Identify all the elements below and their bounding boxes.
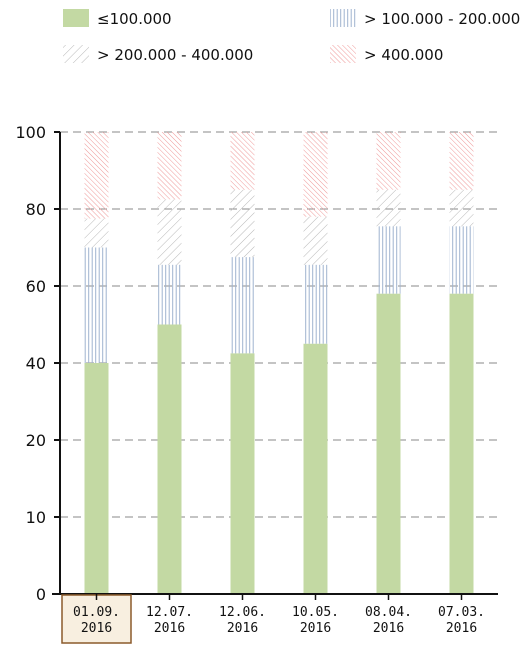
bar-segment — [230, 189, 255, 258]
bar-segment — [230, 353, 255, 594]
legend-label: > 100.000 - 200.000 — [364, 10, 520, 28]
y-tick-label: 60 — [26, 277, 46, 296]
bar-segment — [157, 264, 182, 325]
bar-segment — [303, 264, 328, 344]
bar-segment — [376, 226, 401, 294]
bar-segment — [449, 293, 474, 594]
y-tick-label: 20 — [26, 431, 46, 450]
bar-segment — [84, 363, 109, 594]
x-tick-label[interactable]: 12.07. — [146, 605, 193, 620]
bar-segment — [84, 247, 109, 363]
y-tick-label: 100 — [15, 123, 46, 142]
legend-label: > 200.000 - 400.000 — [97, 46, 253, 64]
bar-segment — [230, 132, 255, 190]
x-tick-label[interactable]: 01.09. — [73, 605, 120, 620]
bar-segment — [303, 132, 328, 217]
x-tick-label[interactable]: 2016 — [227, 621, 258, 636]
legend-swatch — [330, 9, 356, 27]
legend-label: > 400.000 — [364, 46, 443, 64]
x-tick-label[interactable]: 12.06. — [219, 605, 266, 620]
legend: ≤100.000 > 100.000 - 200.000 > 200.000 - 4… — [63, 9, 520, 64]
legend-swatch — [63, 45, 89, 63]
bar-segment — [303, 343, 328, 594]
bar-segment — [84, 132, 109, 219]
bar-segment — [84, 218, 109, 248]
x-tick-label[interactable]: 2016 — [300, 621, 331, 636]
x-tick-label[interactable]: 2016 — [154, 621, 185, 636]
bar-segment — [449, 132, 474, 190]
bar-segment — [303, 216, 328, 265]
x-axis-ticks: 01.09.201612.07.201612.06.201610.05.2016… — [61, 594, 485, 644]
x-tick-label[interactable]: 07.03. — [438, 605, 485, 620]
x-tick-label[interactable]: 2016 — [81, 621, 112, 636]
bar-segment — [376, 189, 401, 227]
bar-segment — [449, 226, 474, 294]
bar-segment — [376, 293, 401, 594]
x-tick-label[interactable]: 2016 — [446, 621, 477, 636]
bar-segment — [157, 132, 182, 200]
legend-label: ≤100.000 — [97, 10, 172, 28]
x-tick-label[interactable]: 08.04. — [365, 605, 412, 620]
gridlines — [60, 131, 498, 518]
y-tick-label: 80 — [26, 200, 46, 219]
y-tick-label: 10 — [26, 508, 46, 527]
y-tick-label: 0 — [36, 585, 46, 604]
bars — [84, 132, 474, 594]
bar-segment — [449, 189, 474, 227]
bar-segment — [157, 324, 182, 594]
legend-swatch — [63, 9, 89, 27]
x-tick-label[interactable]: 2016 — [373, 621, 404, 636]
legend-swatch — [330, 45, 356, 63]
bar-segment — [230, 257, 255, 354]
x-tick-label[interactable]: 10.05. — [292, 605, 339, 620]
y-tick-label: 40 — [26, 354, 46, 373]
bar-segment — [157, 199, 182, 265]
y-axis-ticks: 0 10 20 40 60 80 100 — [15, 123, 60, 604]
bar-segment — [376, 132, 401, 190]
